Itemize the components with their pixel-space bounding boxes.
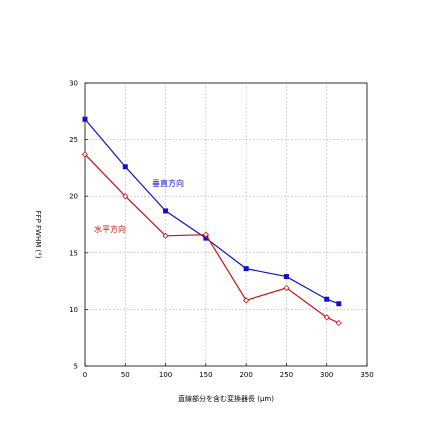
series-label: 水平方向	[94, 224, 126, 234]
data-point	[162, 232, 169, 239]
plot-area	[84, 82, 368, 367]
data-point	[202, 231, 209, 238]
y-tick-label: 15	[69, 249, 78, 257]
y-axis: 5 10 15 20 25 30	[69, 80, 88, 371]
y-tick-label: 20	[69, 193, 78, 201]
data-point	[283, 284, 290, 291]
data-point	[336, 301, 342, 307]
data-point	[163, 208, 169, 214]
data-point	[122, 164, 128, 170]
y-tick-label: 5	[74, 363, 78, 371]
data-point	[82, 116, 88, 122]
data-point	[335, 319, 342, 327]
x-tick-label: 300	[320, 371, 333, 379]
x-tick-label: 200	[239, 371, 252, 379]
x-tick-label: 150	[199, 371, 212, 379]
y-tick-label: 30	[69, 80, 78, 88]
data-point	[243, 266, 249, 272]
data-point	[323, 314, 330, 321]
x-tick-label: 350	[360, 371, 373, 379]
data-point	[81, 151, 89, 158]
data-point	[283, 274, 289, 280]
series-1: 垂直方向	[82, 116, 342, 307]
series-line	[84, 153, 340, 324]
series-label: 垂直方向	[152, 178, 184, 188]
series-2: 水平方向	[81, 151, 342, 327]
y-tick-label: 10	[69, 306, 78, 314]
series-line	[84, 118, 340, 305]
x-tick-label: 100	[159, 371, 172, 379]
data-point	[243, 297, 250, 304]
x-axis: 0 50 100 150 200 250 300 350	[83, 363, 374, 379]
data-point	[324, 296, 330, 302]
y-axis-title: FFP FWHM (°)	[34, 211, 42, 259]
x-tick-label: 250	[280, 371, 293, 379]
x-tick-label: 0	[83, 371, 87, 379]
x-tick-label: 50	[121, 371, 130, 379]
grid	[85, 83, 367, 366]
data-point	[203, 235, 209, 241]
data-point	[122, 193, 129, 200]
y-tick-label: 25	[69, 136, 78, 144]
x-axis-title: 直線部分を含む変換器長 (μm)	[178, 394, 274, 403]
